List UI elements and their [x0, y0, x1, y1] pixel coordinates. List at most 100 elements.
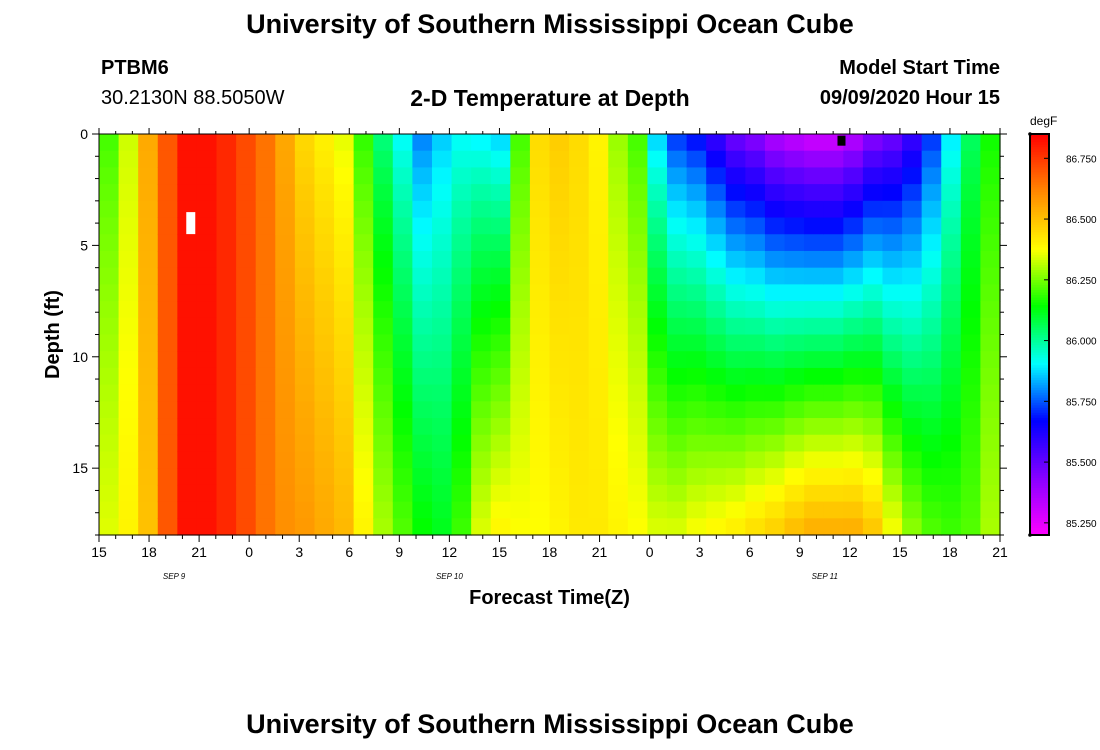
heatmap-cell — [980, 234, 1001, 252]
heatmap-cell — [99, 334, 120, 352]
colorbar-swatch — [1030, 467, 1049, 471]
heatmap-cell — [941, 501, 962, 519]
heatmap-cell — [608, 200, 629, 219]
heatmap-cell — [216, 451, 237, 469]
heatmap-cell — [960, 434, 982, 453]
colorbar-swatch — [1030, 161, 1049, 165]
heatmap-cell — [686, 401, 707, 419]
heatmap-cell — [960, 217, 982, 235]
heatmap-cell — [804, 217, 825, 235]
heatmap-cell — [725, 284, 746, 302]
heatmap-cell — [412, 284, 433, 302]
heatmap-cell — [294, 351, 316, 369]
heatmap-cell — [294, 301, 316, 319]
heatmap-cell — [941, 451, 962, 469]
heatmap-cell — [823, 217, 844, 235]
heatmap-cell — [216, 518, 237, 536]
heatmap-cell — [392, 217, 413, 235]
heatmap-cell — [647, 317, 668, 336]
heatmap-cell — [334, 267, 355, 285]
heatmap-cell — [451, 468, 472, 486]
heatmap-cell — [294, 234, 316, 252]
colorbar-swatch — [1030, 427, 1049, 431]
heatmap-cell — [157, 167, 178, 185]
heatmap-cell — [314, 518, 335, 536]
heatmap-cell — [392, 184, 413, 202]
heatmap-cell — [255, 384, 276, 402]
heatmap-cell — [843, 234, 864, 252]
x-axis-label: Forecast Time(Z) — [469, 587, 630, 609]
heatmap-cell — [294, 367, 316, 386]
heatmap-cell — [431, 468, 453, 486]
heatmap-cell — [921, 167, 942, 185]
heatmap-cell — [588, 401, 609, 419]
heatmap-cell — [490, 317, 511, 336]
heatmap-cell — [334, 351, 355, 369]
heatmap-cell — [314, 384, 335, 402]
heatmap-cell — [412, 267, 433, 285]
heatmap-cell — [921, 434, 942, 453]
heatmap-cell — [862, 317, 884, 336]
heatmap-cell — [882, 434, 903, 453]
heatmap-cell — [490, 267, 511, 285]
colorbar-swatch — [1030, 457, 1049, 461]
heatmap-cell — [843, 484, 864, 503]
heatmap-cell — [451, 234, 472, 252]
heatmap-cell — [745, 434, 766, 453]
heatmap-cell — [921, 301, 942, 319]
x-tick-label: 18 — [942, 544, 958, 560]
colorbar-swatch — [1030, 309, 1049, 313]
heatmap-cell — [294, 434, 316, 453]
heatmap-cell — [882, 468, 903, 486]
heatmap-cell — [177, 468, 198, 486]
heatmap-cell — [823, 317, 844, 336]
heatmap-cell — [647, 234, 668, 252]
heatmap-cell — [588, 451, 609, 469]
heatmap-cell — [490, 234, 511, 252]
heatmap-cell — [862, 367, 884, 386]
heatmap-cell — [471, 384, 492, 402]
heatmap-cell — [196, 284, 218, 302]
heatmap-cell — [764, 451, 786, 469]
heatmap-cell — [549, 200, 570, 219]
heatmap-cell — [980, 451, 1001, 469]
heatmap-cell — [118, 284, 139, 302]
heatmap-cell — [804, 468, 825, 486]
heatmap-cell — [196, 484, 218, 503]
colorbar-swatch — [1030, 374, 1049, 378]
colorbar-swatch — [1030, 221, 1049, 225]
heatmap-cell — [177, 317, 198, 336]
heatmap-cell — [392, 501, 413, 519]
heatmap-cell — [138, 234, 159, 252]
heatmap-cell — [392, 351, 413, 369]
heatmap-cell — [921, 401, 942, 419]
heatmap-cell — [412, 401, 433, 419]
heatmap-cell — [667, 518, 688, 536]
colorbar-swatch — [1030, 179, 1049, 183]
colorbar-swatch — [1030, 224, 1049, 228]
colorbar-swatch — [1030, 169, 1049, 173]
colorbar-swatch — [1030, 369, 1049, 373]
colorbar-swatch — [1030, 301, 1049, 306]
heatmap-cell — [960, 301, 982, 319]
heatmap-cell — [431, 301, 453, 319]
heatmap-cell — [843, 334, 864, 352]
heatmap-cell — [431, 334, 453, 352]
heatmap-cell — [941, 184, 962, 202]
heatmap-cell — [784, 150, 805, 169]
heatmap-cell — [764, 200, 786, 219]
heatmap-cell — [99, 501, 120, 519]
heatmap-cell — [706, 434, 727, 453]
heatmap-cell — [471, 451, 492, 469]
colorbar-swatch — [1030, 319, 1049, 323]
heatmap-cell — [764, 250, 786, 269]
x-tick-label: 12 — [842, 544, 858, 560]
heatmap-cell — [823, 367, 844, 386]
colorbar-swatch — [1030, 447, 1049, 451]
footer-title: University of Southern Mississippi Ocean… — [246, 709, 854, 739]
heatmap-cell — [510, 418, 531, 436]
heatmap-cell — [588, 484, 609, 503]
heatmap-cell — [549, 134, 570, 152]
heatmap-cell — [862, 134, 884, 152]
colorbar-swatch — [1030, 146, 1049, 150]
